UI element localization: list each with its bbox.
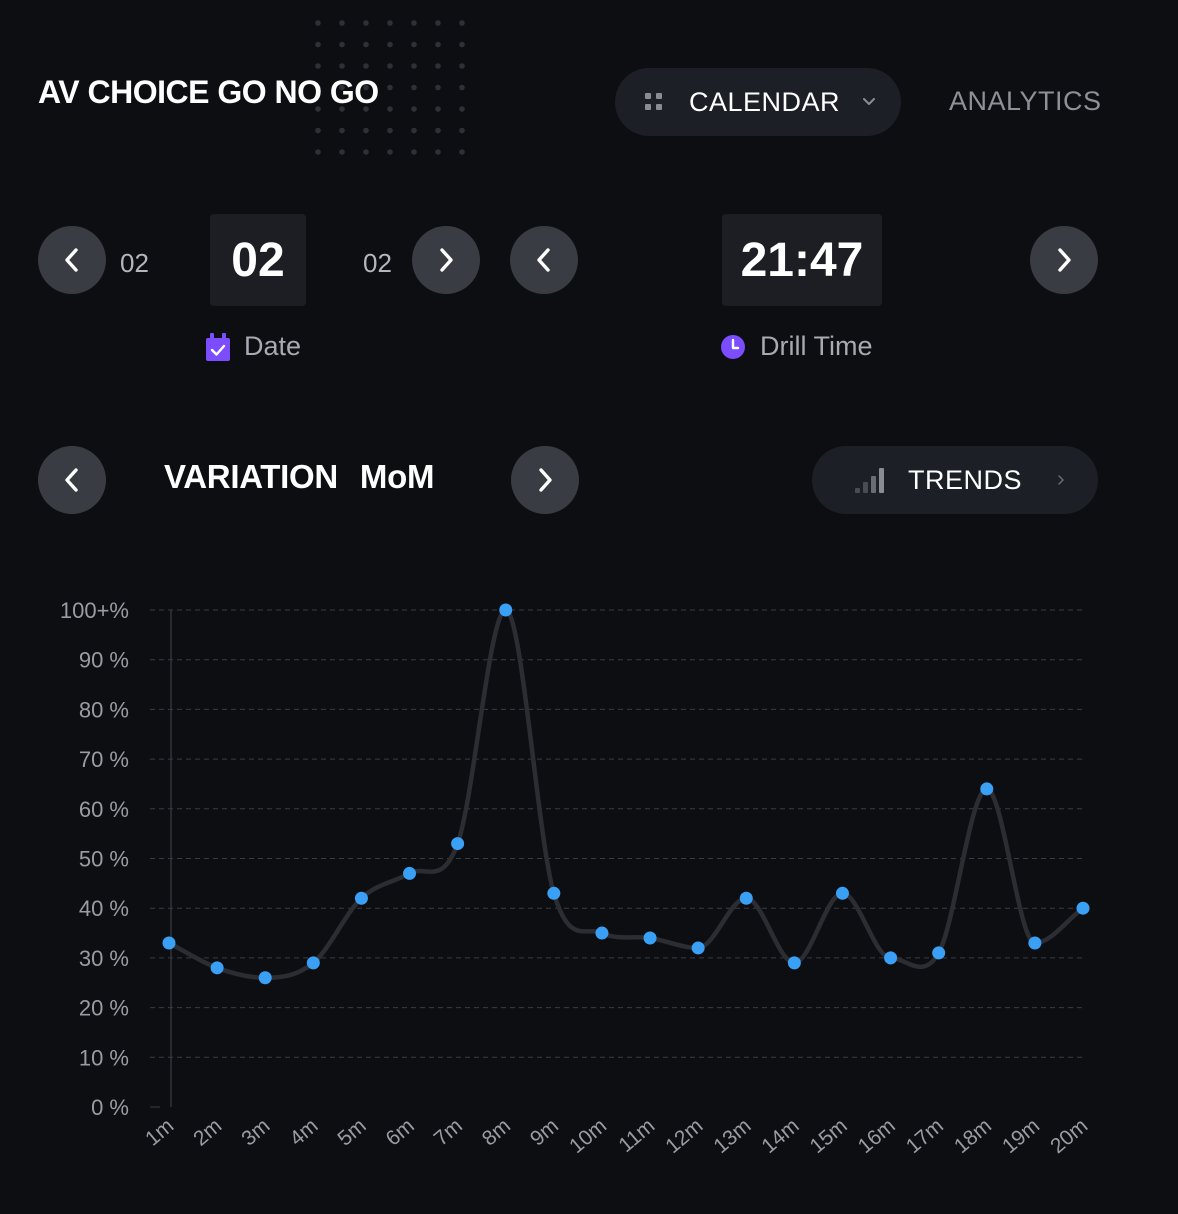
time-next-button[interactable] [1030,226,1098,294]
variation-line-chart: 0 % 10 % 20 % 30 % 40 % 50 % 60 % 70 % 80 % 90 % 1… [60,598,1092,1158]
variation-next-button[interactable] [511,446,579,514]
x-tick-label: 7m [430,1114,467,1150]
clock-icon [721,334,745,359]
data-point[interactable] [210,961,224,975]
chevron-left-icon [65,468,78,492]
x-tick-label: 13m [709,1114,755,1158]
time-label: Drill Time [720,331,873,362]
x-tick-label: 15m [806,1114,852,1158]
data-point[interactable] [980,782,994,796]
y-tick-label: 90 % [79,648,129,673]
x-tick-label: 8m [478,1114,515,1150]
date-current-value[interactable]: 02 [210,214,306,306]
series-line [166,607,1086,981]
y-tick-label: 100+% [60,598,129,623]
date-label-text: Date [244,331,302,361]
time-label-text: Drill Time [760,331,873,361]
y-tick-label: 50 % [79,847,129,872]
x-tick-label: 5m [333,1114,370,1150]
x-tick-label: 19m [998,1114,1044,1158]
data-point[interactable] [162,936,176,950]
date-next-button[interactable] [412,226,480,294]
chevron-right-icon [440,248,453,272]
data-point[interactable] [835,886,849,900]
x-tick-label: 18m [950,1114,996,1158]
x-tick-label: 11m [614,1114,659,1157]
data-point[interactable] [306,956,320,970]
data-point[interactable] [451,837,465,851]
time-prev-button[interactable] [510,226,578,294]
y-tick-label: 10 % [79,1045,129,1070]
data-point[interactable] [1076,901,1090,915]
time-current-value[interactable]: 21:47 [722,214,882,306]
y-tick-label: 20 % [79,996,129,1021]
data-point[interactable] [547,886,561,900]
data-point[interactable] [691,941,705,955]
calendar-check-icon [206,332,230,361]
calendar-dropdown[interactable]: CALENDAR [615,68,901,136]
analytics-link[interactable]: ANALYTICS [949,86,1102,116]
x-tick-label: 3m [237,1114,274,1150]
data-point[interactable] [595,926,609,940]
calendar-label: CALENDAR [689,86,841,117]
y-tick-label: 60 % [79,797,129,822]
x-tick-label: 2m [189,1114,226,1150]
x-tick-label: 12m [661,1114,707,1158]
data-point[interactable] [258,971,272,985]
x-tick-label: 16m [854,1114,900,1158]
y-tick-label: 40 % [79,896,129,921]
signal-bars-icon [855,468,884,493]
y-tick-label: 70 % [79,747,129,772]
chevron-right-icon [1058,248,1071,272]
y-tick-label: 30 % [79,946,129,971]
data-point[interactable] [403,866,417,880]
data-point[interactable] [932,946,946,960]
chevron-right-icon [1058,475,1064,485]
variation-prev-button[interactable] [38,446,106,514]
x-tick-label: 1m [141,1114,178,1150]
chevron-right-icon [539,468,552,492]
y-tick-label: 0 % [91,1095,129,1120]
data-point[interactable] [884,951,898,965]
trends-dropdown[interactable]: TRENDS [812,446,1098,514]
x-tick-label: 17m [902,1114,948,1158]
data-point[interactable] [643,931,657,945]
dot-pattern-decoration [315,20,465,155]
app-title: AV CHOICE GO NO GO [38,74,379,110]
data-point[interactable] [1028,936,1042,950]
data-point[interactable] [739,891,753,905]
date-prev-button[interactable] [38,226,106,294]
chevron-left-icon [65,248,78,272]
date-next-value[interactable]: 02 [363,248,392,278]
variation-title-right: MoM [359,458,435,495]
x-tick-label: 4m [285,1114,322,1150]
x-tick-label: 6m [382,1114,419,1150]
x-tick-label: 14m [757,1114,803,1158]
chevron-left-icon [537,248,550,272]
variation-title: VARIATION MoM [164,458,434,496]
date-prev-value[interactable]: 02 [120,248,149,278]
x-tick-label: 9m [526,1114,563,1150]
grid-icon [645,93,663,111]
data-point[interactable] [354,891,368,905]
x-tick-label: 20m [1046,1114,1092,1158]
date-label: Date [206,331,301,362]
data-point[interactable] [499,603,513,617]
chevron-down-icon [863,98,875,105]
variation-title-left: VARIATION [164,458,338,495]
y-tick-label: 80 % [79,697,129,722]
data-point[interactable] [787,956,801,970]
trends-label: TRENDS [908,464,1023,495]
x-tick-label: 10m [565,1114,611,1158]
